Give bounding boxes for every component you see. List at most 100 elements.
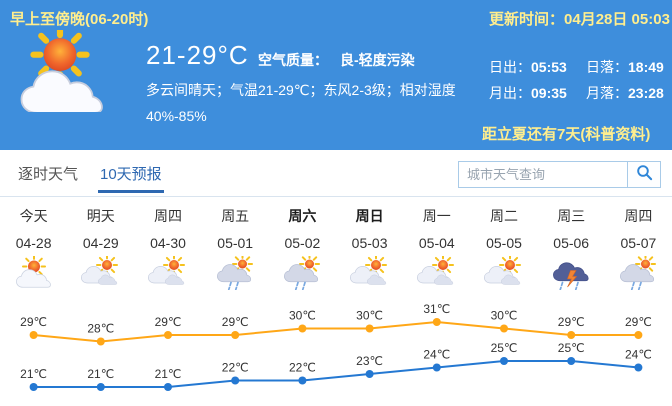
period-title: 早上至傍晚(06-20时) — [10, 11, 149, 28]
temp-point — [96, 337, 105, 346]
weather-icon-cloudy — [134, 256, 201, 296]
weather-icon-shower — [202, 256, 269, 296]
temp-value-label: 24℃ — [423, 348, 450, 362]
temp-point — [567, 357, 576, 365]
temp-point — [96, 383, 105, 391]
day-dates-row: 04-28 04-29 04-30 05-01 05-02 05-03 05-04 05-05… — [0, 235, 672, 251]
day-name: 明天 — [86, 208, 115, 224]
temp-value-label: 29℃ — [625, 315, 652, 329]
weather-icon-cloudy — [336, 256, 403, 296]
temp-point — [365, 370, 374, 378]
weather-icon-cloudy — [67, 256, 134, 296]
day-name: 周五 — [221, 208, 250, 224]
temp-point — [164, 383, 172, 391]
temp-point — [432, 363, 441, 372]
temp-point — [164, 331, 172, 339]
sunrise: 日出：05:53 — [489, 59, 567, 75]
day-icons-row — [0, 256, 672, 296]
temp-point — [634, 331, 643, 339]
weather-icon-shower — [269, 256, 336, 296]
temp-value-label: 30℃ — [289, 309, 316, 323]
temp-point — [365, 324, 374, 333]
temp-value-label: 22℃ — [222, 361, 249, 375]
temp-point — [298, 324, 307, 333]
temp-point — [298, 376, 307, 385]
science-info-link[interactable]: (科普资料) — [580, 126, 651, 143]
countdown-text: 距立夏还有7天 — [482, 126, 581, 143]
day-name: 周六 — [288, 208, 317, 224]
temp-line — [33, 320, 639, 343]
day-date: 05-01 — [217, 235, 254, 251]
day-date: 05-04 — [418, 235, 455, 251]
temp-value-label: 25℃ — [558, 341, 585, 355]
day-date: 05-05 — [486, 235, 522, 251]
weather-icon-partly-sunny — [0, 256, 67, 296]
day-name: 周日 — [355, 208, 384, 224]
weather-icon-cloudy — [403, 256, 470, 296]
sunset: 日落：18:49 — [586, 59, 664, 75]
weather-icon-thunderstorm — [538, 256, 605, 296]
temp-point — [231, 376, 240, 385]
moonrise: 月出：09:35 — [489, 85, 567, 101]
temp-value-label: 29℃ — [20, 315, 47, 329]
air-quality-label: 空气质量： — [258, 52, 328, 68]
tab-hourly-weather[interactable]: 逐时天气 — [18, 166, 79, 183]
temp-value-label: 25℃ — [491, 341, 518, 355]
temp-value-label: 29℃ — [222, 315, 249, 329]
temp-point — [29, 331, 38, 339]
forecast-summary: 多云间晴天；气温21-29℃；东风2-3级；相对湿度40%-85% — [146, 82, 456, 124]
temp-value-label: 29℃ — [558, 315, 585, 329]
temp-point — [231, 331, 240, 339]
header-panel: 早上至傍晚(06-20时) 21-29°C 空气质量： 良-轻度污染 多云间晴天；… — [0, 0, 672, 150]
temp-point — [567, 331, 576, 339]
temp-value-label: 22℃ — [289, 361, 316, 375]
search-icon — [636, 164, 653, 186]
moonset: 月落：23:28 — [586, 85, 664, 101]
day-date: 05-02 — [284, 235, 321, 251]
day-name: 周四 — [624, 208, 653, 224]
day-date: 05-07 — [620, 235, 657, 251]
temp-value-label: 24℃ — [625, 348, 652, 362]
day-name: 周一 — [422, 208, 451, 224]
temp-value-label: 21℃ — [20, 367, 47, 381]
air-quality: 空气质量： 良-轻度污染 — [258, 50, 415, 70]
tab-ten-day-forecast[interactable]: 10天预报 — [98, 150, 164, 196]
day-name: 周二 — [489, 208, 518, 224]
day-date: 04-28 — [15, 235, 52, 251]
weather-icon-shower — [605, 256, 672, 296]
temp-point — [634, 363, 643, 372]
temp-value-label: 29℃ — [155, 315, 182, 329]
air-quality-value: 良-轻度污染 — [340, 52, 415, 68]
tab-bar: 逐时天气 10天预报 — [0, 150, 672, 197]
temp-value-label: 30℃ — [356, 309, 383, 323]
temp-value-label: 30℃ — [491, 309, 518, 323]
temp-value-label: 21℃ — [155, 367, 182, 381]
search-button[interactable] — [627, 162, 660, 187]
temperature-range: 21-29°C — [146, 40, 249, 70]
temperature-chart: 29℃ 28℃ 29℃ 29℃ 30℃ 30℃ 31℃ 30℃ 29℃ 29℃ 21℃ 21℃ 21℃ 2… — [20, 302, 652, 391]
day-name: 今天 — [19, 208, 48, 224]
day-date: 04-29 — [82, 235, 119, 251]
day-date: 05-03 — [351, 235, 388, 251]
temperature-chart-wrap: 29℃ 28℃ 29℃ 29℃ 30℃ 30℃ 31℃ 30℃ 29℃ 29℃ 21℃ 21℃ 21℃ 2… — [0, 296, 672, 406]
temp-value-label: 21℃ — [87, 367, 114, 381]
update-time-value: 04月28日 05:03 — [564, 11, 670, 28]
update-time: 更新时间：04月28日 05:03 — [489, 8, 670, 29]
day-names-row: 今天 明天 周四 周五 周六 周日 周一 周二 周三 周四 — [0, 206, 672, 226]
temp-line — [33, 360, 639, 388]
search-input[interactable] — [459, 162, 627, 187]
day-name: 周三 — [557, 208, 586, 224]
sun-moon-times: 日出：05:53 日落：18:49 月出：09:35 月落：23:28 — [489, 54, 669, 106]
update-time-label: 更新时间： — [489, 11, 565, 28]
weather-icon-cloudy — [470, 256, 537, 296]
solar-term-countdown: 距立夏还有7天(科普资料) — [482, 123, 650, 144]
day-date: 04-30 — [150, 235, 186, 251]
ten-day-forecast-panel: 今天 明天 周四 周五 周六 周日 周一 周二 周三 周四 04-28 04-29 04-30 05-0… — [0, 197, 672, 406]
temp-point — [432, 318, 441, 326]
temp-point — [500, 324, 508, 333]
active-tab-underline — [98, 190, 164, 193]
temp-point — [29, 383, 38, 391]
sun-cloud-icon — [13, 25, 107, 114]
day-date: 05-06 — [553, 235, 590, 251]
